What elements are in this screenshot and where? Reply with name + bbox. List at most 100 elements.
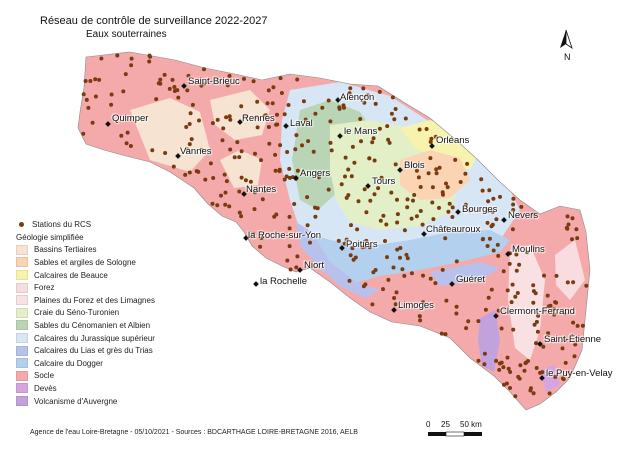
station-dot	[176, 95, 181, 100]
legend-swatch	[16, 396, 28, 407]
geology-lias-trias-2	[430, 262, 500, 286]
station-dot	[516, 374, 521, 379]
station-dot	[347, 91, 352, 96]
station-dot	[320, 105, 325, 110]
station-dot	[372, 192, 377, 197]
station-dot	[355, 227, 360, 232]
station-dot	[215, 117, 220, 122]
station-dot	[362, 244, 367, 249]
legend-label: Sables et argiles de Sologne	[34, 257, 136, 267]
station-dot	[490, 209, 495, 214]
station-dot	[115, 53, 120, 58]
city-marker-icon	[241, 191, 247, 197]
station-dot	[487, 236, 492, 241]
city-quimper: Quimper	[112, 113, 149, 124]
station-dot	[571, 320, 576, 325]
station-dot	[243, 114, 248, 118]
legend-item: Craie du Séno-Turonien	[16, 307, 155, 320]
basin-outline	[77, 51, 591, 411]
station-dot	[339, 182, 344, 187]
station-dot	[405, 197, 410, 202]
station-dot	[464, 326, 469, 331]
station-dot	[535, 329, 540, 334]
station-dot	[404, 252, 409, 257]
station-dot	[418, 185, 423, 189]
station-dot	[444, 225, 448, 230]
station-dot	[124, 141, 129, 146]
station-dot	[252, 207, 257, 212]
city-marker-icon	[539, 375, 545, 381]
map-subtitle: Eaux souterraines	[86, 29, 167, 40]
station-dot	[313, 214, 318, 219]
legend-item: Socle	[16, 370, 155, 383]
station-dot	[255, 125, 260, 130]
city-niort: Niort	[304, 260, 325, 271]
station-dot	[129, 63, 134, 68]
legend-label: Forez	[34, 283, 55, 293]
city-saint-brieuc: Saint-Brieuc	[188, 76, 240, 87]
city-rennes: Rennes	[242, 113, 275, 124]
legend-swatch	[16, 320, 28, 331]
station-dot	[295, 168, 300, 173]
station-dot	[90, 120, 95, 125]
station-dot	[390, 95, 395, 100]
station-dot	[434, 171, 439, 176]
station-dot	[262, 114, 267, 119]
station-dot	[350, 246, 355, 251]
station-dot	[562, 337, 567, 342]
station-dot	[336, 238, 341, 243]
station-dot	[266, 125, 271, 129]
station-dot	[341, 103, 346, 108]
station-dot	[498, 194, 502, 199]
station-dot	[242, 76, 246, 81]
station-dot	[513, 394, 518, 399]
station-dot	[362, 187, 367, 192]
station-dot	[416, 175, 421, 180]
geology-lias-trias	[296, 222, 380, 298]
legend-swatch	[16, 257, 28, 268]
station-dot	[570, 237, 574, 242]
station-dot	[393, 162, 398, 167]
station-dot	[278, 143, 283, 148]
station-dot	[253, 151, 257, 156]
geology-deves	[540, 365, 560, 392]
station-dot	[300, 143, 304, 148]
legend-swatch	[16, 383, 28, 394]
station-dot	[203, 177, 208, 182]
station-dot	[202, 81, 207, 86]
station-dot	[505, 355, 510, 360]
station-dot	[444, 298, 449, 303]
station-dot	[343, 155, 348, 160]
station-dot	[284, 174, 289, 179]
city-marker-icon	[493, 313, 499, 319]
station-dot	[287, 244, 292, 249]
city-vannes: Vannes	[180, 146, 212, 157]
station-dot	[344, 237, 349, 242]
station-dot	[548, 303, 553, 308]
station-dot	[462, 278, 467, 283]
legend-item: Volcanisme d'Auvergne	[16, 395, 155, 408]
station-dot	[210, 121, 215, 126]
legend-stations: Stations du RCS	[16, 218, 155, 231]
legend-label: Volcanisme d'Auvergne	[34, 396, 118, 406]
station-dot	[430, 185, 435, 190]
station-dot	[417, 127, 422, 132]
station-dot	[187, 142, 192, 147]
station-dot	[439, 331, 444, 336]
station-dot	[303, 117, 308, 122]
station-dot	[337, 105, 342, 110]
station-dot	[368, 198, 373, 203]
station-dot	[394, 290, 399, 295]
station-dot	[223, 190, 228, 195]
city-marker-icon	[501, 217, 507, 223]
station-dot	[412, 193, 417, 197]
station-dot	[483, 307, 488, 312]
station-dot	[560, 346, 565, 351]
station-dot	[510, 282, 515, 287]
station-dot	[313, 111, 318, 116]
station-dot	[552, 307, 556, 312]
station-dot	[219, 193, 223, 198]
station-dot	[328, 140, 333, 145]
legend-item: Bassins Tertiaires	[16, 244, 155, 257]
station-dot	[505, 288, 510, 293]
